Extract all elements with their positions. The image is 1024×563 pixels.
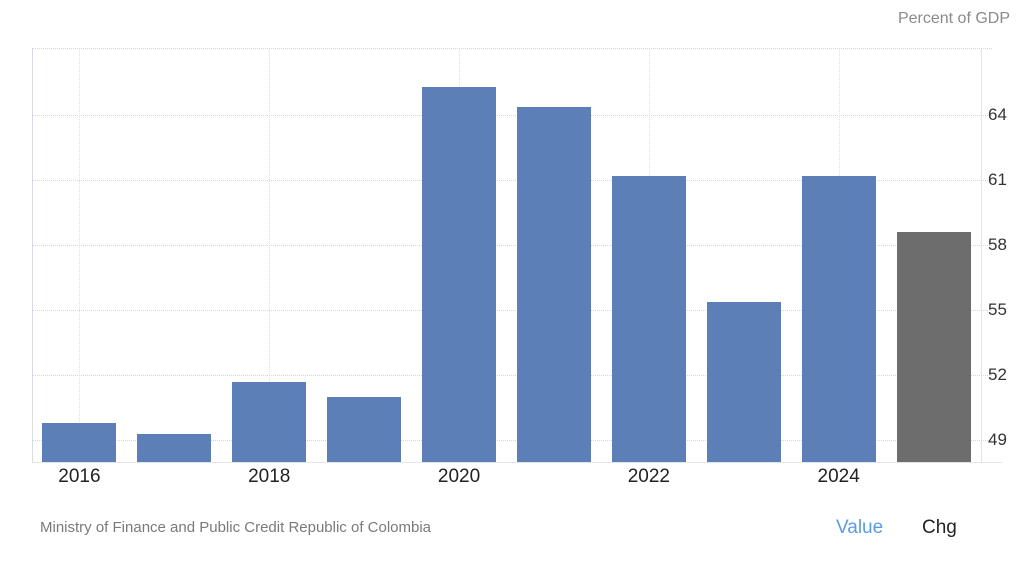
grid-line-horizontal bbox=[32, 375, 992, 377]
x-tick-label: 2024 bbox=[817, 466, 860, 487]
y-tick-label: 58 bbox=[988, 235, 1007, 255]
grid-line-horizontal bbox=[32, 310, 992, 312]
bar-2016[interactable] bbox=[42, 422, 117, 462]
bar-2018[interactable] bbox=[232, 381, 307, 462]
plot-right-border bbox=[981, 48, 982, 462]
y-tick-label: 64 bbox=[988, 105, 1007, 125]
x-axis-line bbox=[32, 462, 1002, 463]
plot-left-border bbox=[32, 48, 33, 462]
bar-2019[interactable] bbox=[327, 396, 402, 462]
grid-line-vertical bbox=[79, 48, 81, 462]
x-tick-label: 2016 bbox=[58, 466, 101, 487]
grid-line-horizontal bbox=[32, 245, 992, 247]
bar-2022[interactable] bbox=[611, 175, 686, 462]
bar-2025[interactable] bbox=[896, 232, 971, 462]
grid-line-horizontal bbox=[32, 115, 992, 117]
grid-line-horizontal bbox=[32, 440, 992, 442]
y-tick-label: 55 bbox=[988, 300, 1007, 320]
bar-2017[interactable] bbox=[137, 433, 212, 462]
chart-plot-area: 49 52 55 58 61 64 2016 2018 2020 2022 2024 bbox=[32, 48, 1007, 487]
bar-2023[interactable] bbox=[706, 301, 781, 462]
unit-label: Percent of GDP bbox=[897, 10, 1010, 27]
grid-line-top bbox=[32, 48, 992, 49]
x-tick-label: 2020 bbox=[437, 466, 481, 487]
y-tick-label: 52 bbox=[988, 365, 1007, 385]
bar-2021[interactable] bbox=[516, 106, 591, 462]
y-tick-label: 49 bbox=[988, 430, 1007, 450]
grid-line-vertical bbox=[269, 48, 271, 462]
y-tick-label: 61 bbox=[988, 170, 1007, 190]
value-button[interactable]: Value bbox=[836, 517, 884, 538]
x-tick-label: 2022 bbox=[627, 466, 670, 487]
x-tick-label: 2018 bbox=[248, 466, 291, 487]
bar-2020[interactable] bbox=[422, 87, 497, 462]
grid-line-horizontal bbox=[32, 180, 992, 182]
chg-button[interactable]: Chg bbox=[922, 517, 957, 538]
source-label: Ministry of Finance and Public Credit Re… bbox=[40, 519, 432, 536]
bar-2024[interactable] bbox=[801, 175, 876, 462]
